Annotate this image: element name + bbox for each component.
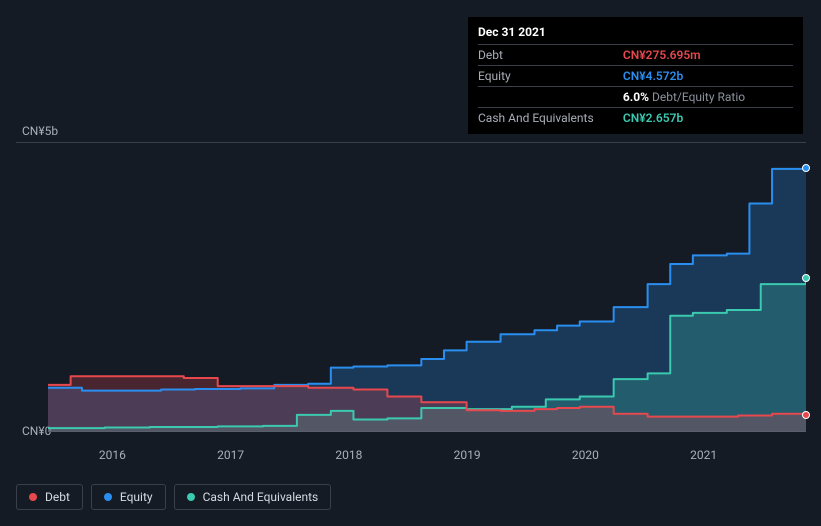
y-axis-max-label: CN¥5b xyxy=(22,124,58,138)
tooltip-debt-label: Debt xyxy=(478,45,623,66)
chart-plot[interactable] xyxy=(48,143,806,443)
end-marker-equity xyxy=(802,164,810,172)
tooltip-debt-value: CN¥275.695m xyxy=(623,45,793,66)
tooltip-ratio-label: Debt/Equity Ratio xyxy=(652,90,745,104)
tooltip-date: Dec 31 2021 xyxy=(478,25,793,44)
legend-item-cash[interactable]: Cash And Equivalents xyxy=(174,484,332,510)
tooltip-cash-value: CN¥2.657b xyxy=(623,108,793,129)
cash-dot-icon xyxy=(187,493,195,501)
end-marker-debt xyxy=(802,411,810,419)
legend-item-debt[interactable]: Debt xyxy=(16,484,83,510)
debt-dot-icon xyxy=(29,493,37,501)
x-tick-2021: 2021 xyxy=(690,448,717,462)
x-tick-2019: 2019 xyxy=(454,448,481,462)
summary-tooltip: Dec 31 2021 Debt CN¥275.695m Equity CN¥4… xyxy=(468,17,803,134)
x-tick-2020: 2020 xyxy=(572,448,599,462)
legend-item-equity[interactable]: Equity xyxy=(91,484,166,510)
equity-dot-icon xyxy=(104,493,112,501)
tooltip-ratio: 6.0% Debt/Equity Ratio xyxy=(623,87,793,108)
end-marker-cash xyxy=(802,274,810,282)
x-tick-2018: 2018 xyxy=(335,448,362,462)
legend-label-debt: Debt xyxy=(45,490,70,504)
x-axis: 2016 2017 2018 2019 2020 2021 xyxy=(48,448,806,466)
legend-label-equity: Equity xyxy=(120,490,153,504)
chart-baseline xyxy=(48,431,806,432)
tooltip-ratio-pct: 6.0% xyxy=(623,90,649,104)
chart-legend: Debt Equity Cash And Equivalents xyxy=(16,484,331,510)
tooltip-table: Debt CN¥275.695m Equity CN¥4.572b 6.0% D… xyxy=(478,44,793,128)
x-tick-2016: 2016 xyxy=(99,448,126,462)
x-tick-2017: 2017 xyxy=(217,448,244,462)
tooltip-ratio-blank xyxy=(478,87,623,108)
tooltip-cash-label: Cash And Equivalents xyxy=(478,108,623,129)
legend-label-cash: Cash And Equivalents xyxy=(203,490,319,504)
chart-area xyxy=(16,142,806,444)
tooltip-equity-label: Equity xyxy=(478,66,623,87)
tooltip-equity-value: CN¥4.572b xyxy=(623,66,793,87)
